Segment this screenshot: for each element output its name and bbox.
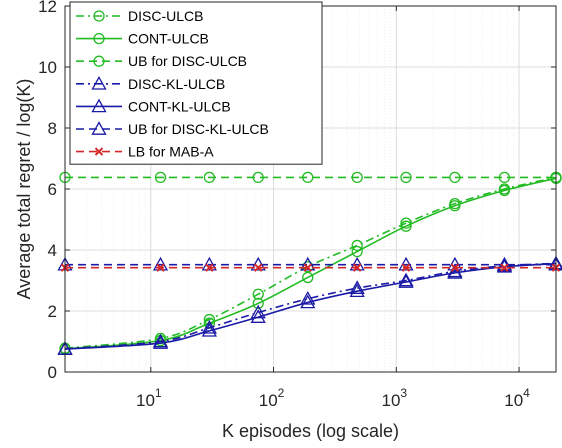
legend: DISC-ULCB CONT-ULCB UB for DISC-ULCB DISC-K… bbox=[69, 1, 323, 165]
legend-label: UB for DISC-KL-ULCB bbox=[128, 121, 269, 137]
data-point bbox=[203, 171, 216, 184]
legend-label: UB for DISC-ULCB bbox=[128, 53, 247, 69]
x-axis-label: K episodes (log scale) bbox=[222, 421, 399, 441]
legend-label: LB for MAB-A bbox=[128, 144, 214, 160]
data-point bbox=[498, 184, 511, 197]
data-point bbox=[152, 333, 169, 348]
data-point bbox=[252, 288, 264, 300]
legend-entry: UB for DISC-KL-ULCB bbox=[76, 121, 269, 137]
series-line bbox=[64, 176, 557, 350]
y-tick-label: 2 bbox=[48, 302, 57, 321]
legend-entry: DISC-ULCB bbox=[76, 8, 203, 24]
x-tick-label: 102 bbox=[259, 386, 285, 410]
legend-entry: CONT-KL-ULCB bbox=[76, 98, 231, 114]
data-point bbox=[250, 309, 266, 323]
legend-label: CONT-KL-ULCB bbox=[128, 98, 231, 114]
series-layer bbox=[57, 171, 562, 355]
legend-marker bbox=[91, 121, 107, 135]
data-point bbox=[302, 171, 314, 184]
y-tick-label: 6 bbox=[48, 180, 57, 199]
legend-entry: DISC-KL-ULCB bbox=[76, 76, 225, 92]
data-point bbox=[252, 297, 264, 310]
data-point bbox=[351, 245, 363, 258]
legend-marker bbox=[91, 75, 107, 90]
x-tick-exponent: 4 bbox=[523, 386, 530, 400]
data-point bbox=[449, 200, 461, 212]
x-tick-base: 10 bbox=[504, 391, 523, 410]
data-point bbox=[300, 294, 316, 309]
x-tick-label: 103 bbox=[381, 386, 407, 410]
legend-entry: CONT-ULCB bbox=[76, 31, 209, 47]
x-tick-base: 10 bbox=[381, 391, 400, 410]
x-tick-exponent: 1 bbox=[155, 386, 162, 400]
y-tick-label: 12 bbox=[38, 0, 57, 16]
data-point bbox=[400, 171, 412, 184]
x-tick-exponent: 2 bbox=[278, 386, 285, 400]
data-point bbox=[450, 263, 460, 272]
data-point bbox=[498, 171, 511, 184]
series-line bbox=[64, 262, 557, 350]
data-point bbox=[351, 171, 363, 184]
data-point bbox=[401, 263, 411, 272]
series-cont-kl-ulcb bbox=[57, 255, 562, 355]
data-point bbox=[201, 322, 217, 337]
x-tick-base: 10 bbox=[136, 391, 155, 410]
data-point bbox=[303, 263, 312, 272]
data-point bbox=[252, 171, 264, 184]
legend-marker bbox=[93, 55, 105, 67]
y-axis-label: Average total regret / log(K) bbox=[14, 79, 34, 300]
legend-marker bbox=[94, 147, 104, 156]
x-tick-label: 101 bbox=[136, 386, 162, 410]
series-ub-for-disc-ulcb bbox=[59, 171, 562, 184]
data-point bbox=[349, 280, 365, 294]
data-point bbox=[352, 263, 362, 272]
legend-entry: UB for DISC-ULCB bbox=[76, 53, 247, 69]
data-point bbox=[400, 220, 412, 232]
data-point bbox=[302, 271, 314, 284]
series-line bbox=[64, 262, 557, 350]
y-tick-label: 10 bbox=[38, 58, 57, 77]
data-point bbox=[254, 263, 263, 272]
x-tick-exponent: 3 bbox=[400, 386, 407, 400]
y-tick-label: 8 bbox=[48, 119, 57, 138]
data-point bbox=[398, 272, 414, 287]
legend-entry: LB for MAB-A bbox=[76, 144, 214, 160]
x-tick-label: 104 bbox=[504, 386, 530, 410]
x-tick-base: 10 bbox=[259, 391, 278, 410]
data-point bbox=[154, 171, 167, 184]
data-point bbox=[201, 319, 217, 334]
legend-marker bbox=[93, 10, 105, 22]
legend-marker bbox=[93, 32, 105, 45]
data-point bbox=[351, 239, 363, 252]
legend-label: DISC-ULCB bbox=[128, 8, 203, 24]
y-tick-label: 4 bbox=[48, 241, 57, 260]
data-point bbox=[156, 263, 165, 272]
data-point bbox=[300, 290, 316, 305]
legend-label: CONT-ULCB bbox=[128, 31, 209, 47]
data-point bbox=[500, 263, 509, 272]
data-point bbox=[449, 171, 461, 184]
data-point bbox=[496, 258, 513, 273]
legend-label: DISC-KL-ULCB bbox=[128, 76, 225, 92]
data-point bbox=[152, 335, 169, 349]
data-point bbox=[349, 283, 365, 298]
legend-marker bbox=[91, 98, 107, 113]
y-tick-label: 0 bbox=[48, 363, 57, 382]
data-point bbox=[205, 263, 214, 272]
data-point bbox=[447, 265, 463, 279]
data-point bbox=[398, 274, 414, 288]
